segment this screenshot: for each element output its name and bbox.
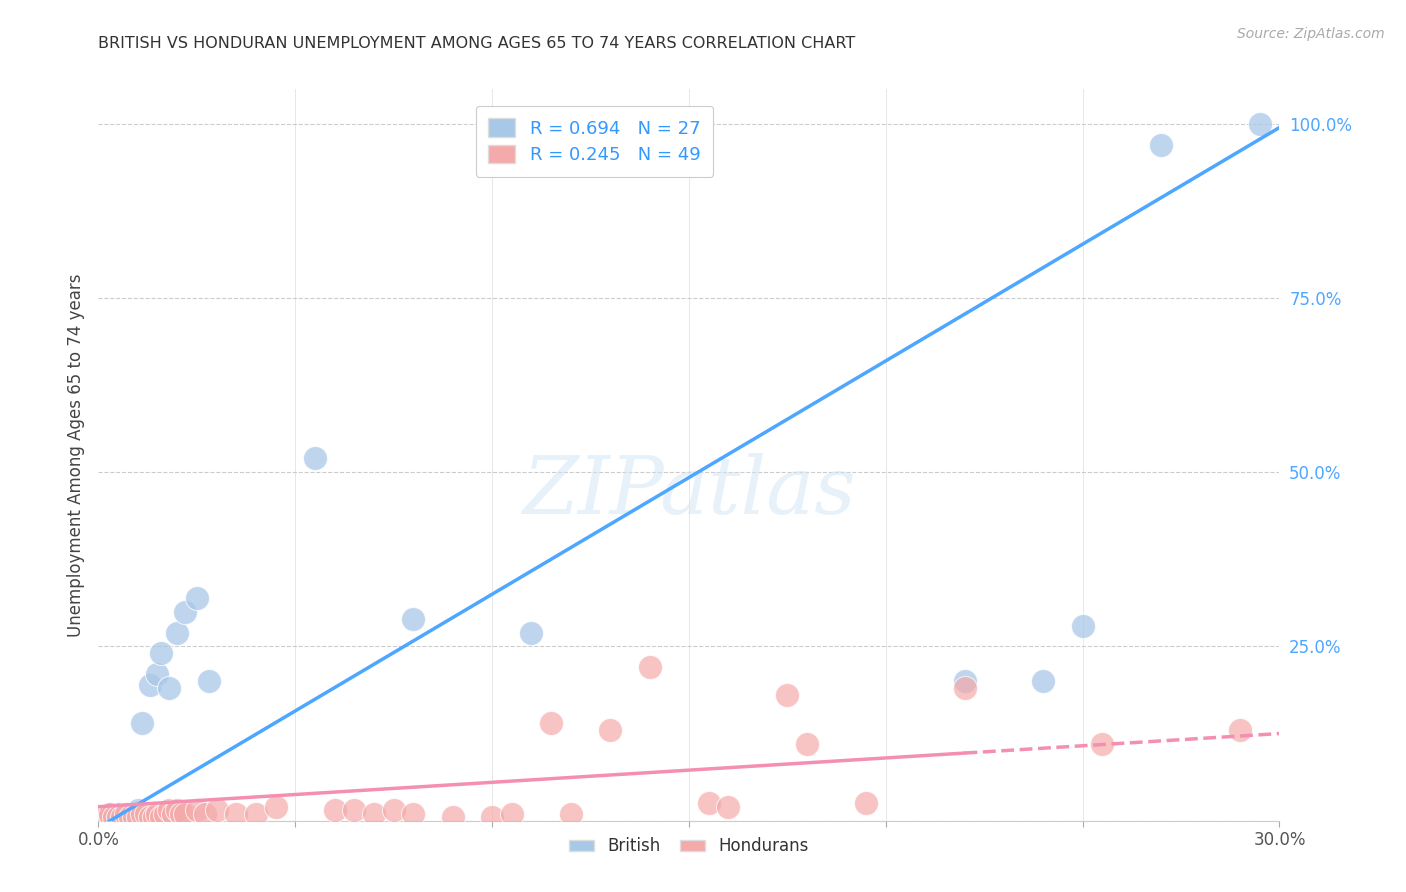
Point [174,806,197,821]
Point [138,810,160,824]
Point [245,806,267,821]
Point [855,796,877,810]
Point [1150,137,1173,152]
Point [96,810,118,824]
Point [197,674,219,689]
Point [122,810,145,824]
Point [1091,737,1114,751]
Point [91,810,114,824]
Point [131,716,153,731]
Point [146,667,169,681]
Legend: British, Hondurans: British, Hondurans [561,829,817,863]
Point [441,810,464,824]
Point [150,647,173,661]
Point [96,810,118,824]
Point [150,810,173,824]
Point [1249,117,1271,131]
Point [115,810,138,824]
Point [1071,618,1094,632]
Point [186,803,208,817]
Point [98,810,121,824]
Point [501,806,523,821]
Point [953,674,976,689]
Point [540,716,562,731]
Point [304,451,326,466]
Point [91,810,114,824]
Point [142,810,165,824]
Point [186,591,208,605]
Point [1032,674,1054,689]
Point [166,625,188,640]
Point [776,688,799,702]
Point [520,625,543,640]
Point [953,681,976,696]
Point [382,803,405,817]
Point [363,806,385,821]
Point [638,660,661,674]
Point [127,810,149,824]
Point [146,806,169,821]
Point [98,806,121,821]
Point [205,803,228,817]
Point [122,810,145,824]
Point [98,806,121,821]
Point [166,803,188,817]
Y-axis label: Unemployment Among Ages 65 to 74 years: Unemployment Among Ages 65 to 74 years [66,273,84,637]
Point [107,806,129,821]
Point [1229,723,1251,737]
Text: BRITISH VS HONDURAN UNEMPLOYMENT AMONG AGES 65 TO 74 YEARS CORRELATION CHART: BRITISH VS HONDURAN UNEMPLOYMENT AMONG A… [98,36,856,51]
Text: Source: ZipAtlas.com: Source: ZipAtlas.com [1237,27,1385,41]
Point [481,810,503,824]
Point [697,796,720,810]
Point [107,810,129,824]
Point [135,806,157,821]
Point [111,810,134,824]
Point [402,806,425,821]
Point [402,612,425,626]
Point [174,605,197,619]
Point [162,806,184,821]
Point [131,806,153,821]
Point [323,803,346,817]
Point [560,806,582,821]
Point [103,810,125,824]
Point [157,681,180,696]
Text: ZIPatlas: ZIPatlas [522,453,856,530]
Point [194,806,217,821]
Point [115,806,138,821]
Point [717,799,740,814]
Point [111,810,134,824]
Point [170,806,193,821]
Point [127,803,149,817]
Point [599,723,621,737]
Point [138,678,160,692]
Point [343,803,366,817]
Point [264,799,287,814]
Point [225,806,247,821]
Point [118,810,141,824]
Point [796,737,818,751]
Point [157,803,180,817]
Point [118,810,141,824]
Point [103,810,125,824]
Point [155,806,177,821]
